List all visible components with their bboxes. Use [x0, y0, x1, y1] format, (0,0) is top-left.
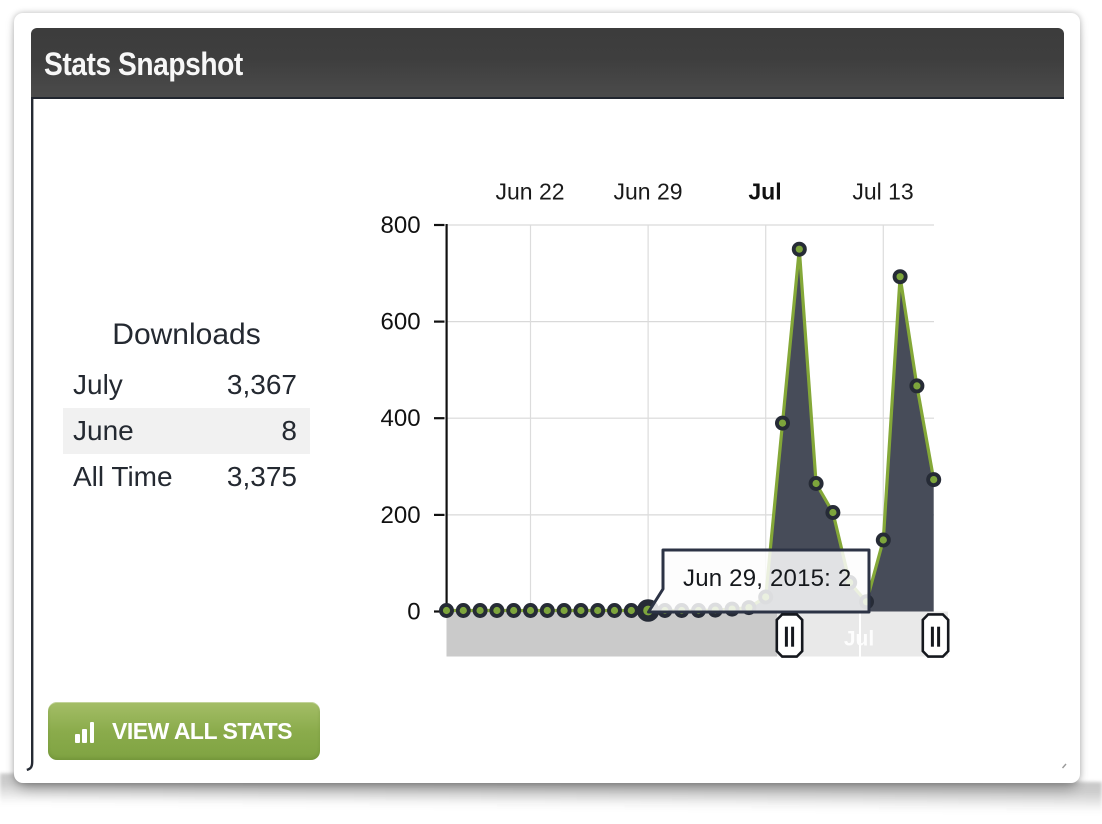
- svg-text:Jul: Jul: [844, 628, 874, 651]
- svg-text:0: 0: [407, 599, 420, 626]
- svg-text:Jul 13: Jul 13: [852, 178, 913, 204]
- svg-text:Jun 22: Jun 22: [495, 178, 564, 204]
- svg-text:200: 200: [381, 502, 421, 529]
- svg-text:Jun 29, 2015: 2: Jun 29, 2015: 2: [683, 565, 851, 592]
- svg-text:400: 400: [381, 405, 421, 432]
- svg-text:Jul: Jul: [748, 178, 781, 204]
- svg-text:800: 800: [381, 212, 421, 239]
- svg-text:Jun 29: Jun 29: [613, 178, 682, 204]
- svg-text:600: 600: [381, 309, 421, 336]
